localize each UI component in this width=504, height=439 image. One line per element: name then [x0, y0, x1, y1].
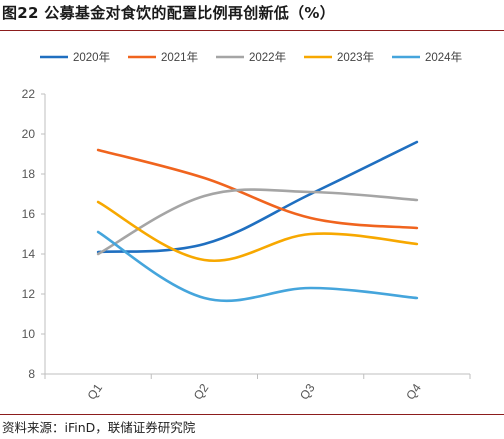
page-title: 图22 公募基金对食饮的配置比例再创新低（%） [2, 4, 336, 22]
y-tick-label: 18 [22, 167, 36, 181]
y-tick-label: 22 [22, 87, 36, 101]
title-divider [0, 30, 504, 31]
x-tick-label: Q2 [191, 381, 212, 402]
legend-label-4: 2024年 [425, 50, 462, 64]
y-tick-label: 16 [22, 207, 36, 221]
axes: 8 10 12 14 16 18 20 22 Q1 Q2 Q3 Q4 [22, 87, 471, 402]
y-tick-label: 10 [22, 327, 36, 341]
legend-label-2: 2022年 [249, 50, 286, 64]
y-tick-label: 14 [22, 247, 36, 261]
x-tick-label: Q1 [85, 381, 106, 402]
series-line-3 [96, 200, 419, 263]
series-line-1 [96, 148, 419, 230]
series-line-4 [96, 230, 419, 303]
series-line-2 [96, 188, 419, 256]
line-chart: 2020年 2021年 2022年 2023年 2024年 81012141618202… [22, 50, 471, 402]
x-tick-label: Q4 [403, 381, 424, 402]
x-tick-label: Q3 [297, 381, 318, 402]
y-tick-label: 12 [22, 287, 36, 301]
legend-label-3: 2023年 [337, 50, 374, 64]
source-divider [0, 414, 504, 415]
y-tick-label: 8 [28, 367, 35, 381]
series-lines [96, 140, 419, 303]
y-tick-label: 20 [22, 127, 36, 141]
series-line-0 [96, 140, 419, 254]
legend-label-0: 2020年 [73, 50, 110, 64]
legend: 2020年 2021年 2022年 2023年 2024年 [40, 50, 462, 64]
legend-label-1: 2021年 [161, 50, 198, 64]
source-note: 资料来源：iFinD，联储证券研究院 [2, 420, 196, 435]
